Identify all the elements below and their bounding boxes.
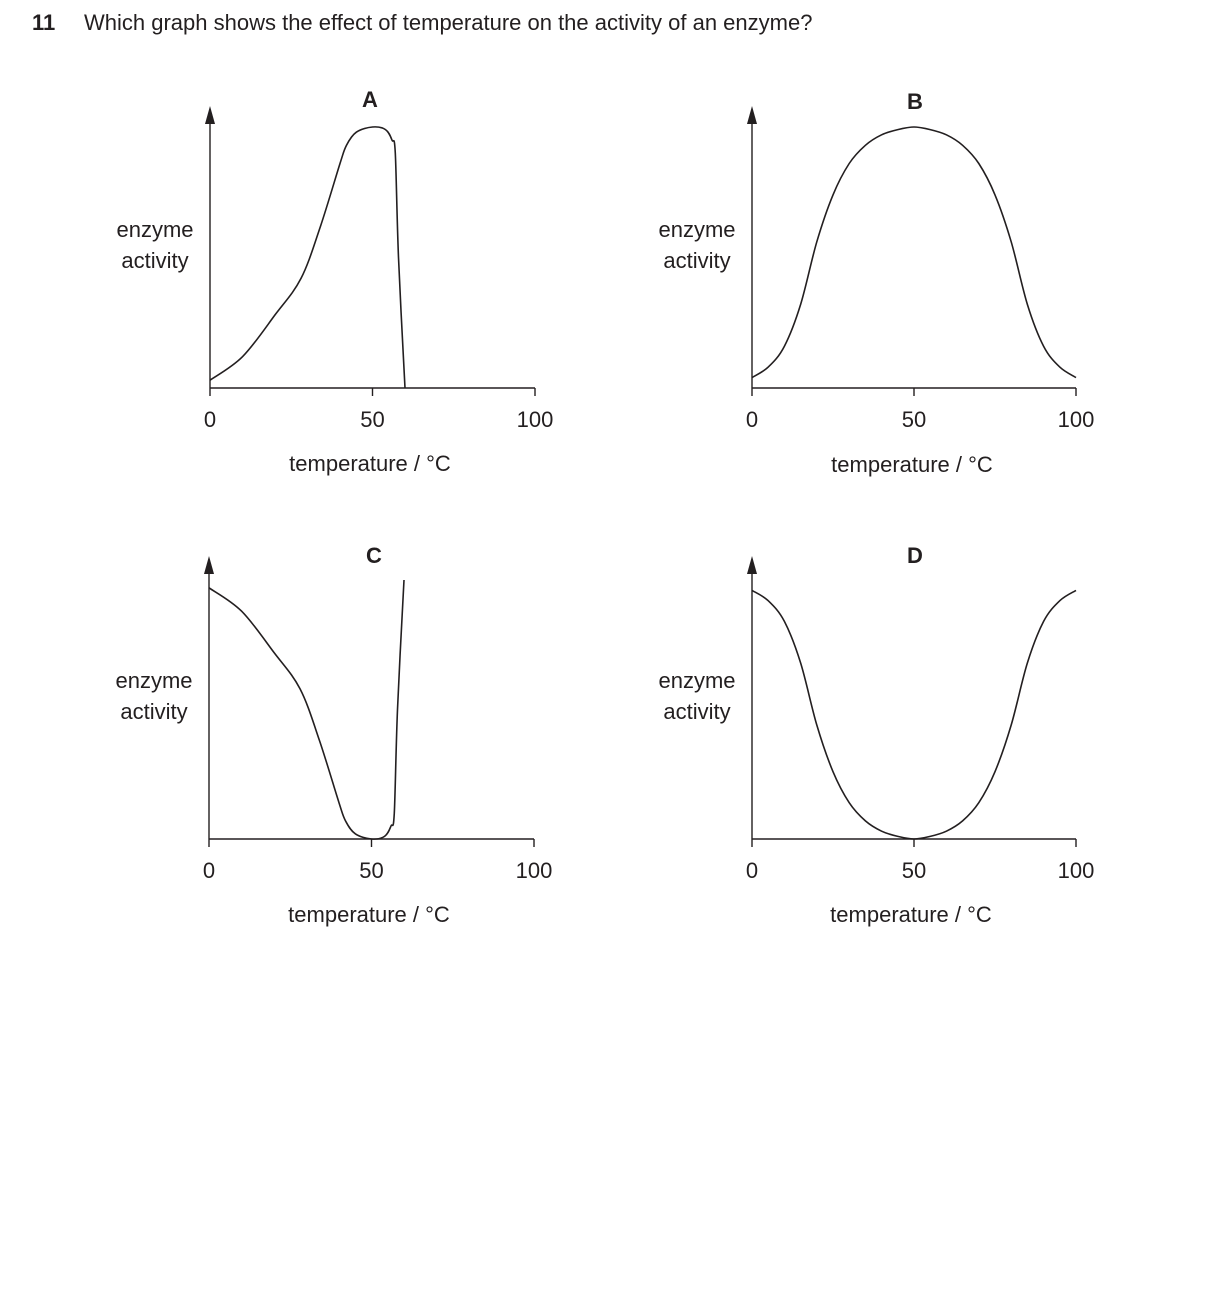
x-axis-label: temperature / °C: [288, 902, 450, 927]
x-tick-label-100: 100: [1058, 858, 1095, 883]
y-axis-arrow-icon: [205, 106, 215, 124]
graph-a-curve: [209, 126, 406, 389]
x-tick-label-100: 100: [1058, 407, 1095, 432]
x-tick-label-0: 0: [203, 858, 215, 883]
x-tick-label-0: 0: [746, 407, 758, 432]
y-axis-label-line-1: enzyme: [116, 217, 193, 242]
y-axis-label: enzyme activity: [116, 217, 193, 273]
y-axis-label-line-1: enzyme: [658, 217, 735, 242]
graph-a-title: A: [362, 87, 378, 112]
y-axis-label: enzyme activity: [658, 217, 735, 273]
y-axis-arrow-icon: [747, 106, 757, 124]
question-text: Which graph shows the effect of temperat…: [84, 10, 813, 35]
graph-c-title: C: [366, 543, 382, 568]
x-tick-label-100: 100: [517, 407, 554, 432]
graph-c-curve: [208, 579, 405, 840]
y-axis-label-line-2: activity: [120, 699, 187, 724]
x-tick-label-50: 50: [902, 858, 926, 883]
x-tick-label-50: 50: [902, 407, 926, 432]
graph-b-title: B: [907, 89, 923, 114]
y-axis-label: enzyme activity: [658, 668, 735, 724]
graph-a: A 0 50 100 temperature / °C enzyme activity: [116, 87, 553, 476]
y-axis-label-line-1: enzyme: [658, 668, 735, 693]
x-axis-label: temperature / °C: [289, 451, 451, 476]
y-axis-arrow-icon: [747, 556, 757, 574]
y-axis-label: enzyme activity: [115, 668, 192, 724]
graph-d-title: D: [907, 543, 923, 568]
x-axis-label: temperature / °C: [830, 902, 992, 927]
graph-b-curve: [751, 126, 1077, 379]
graph-d-curve: [751, 589, 1077, 840]
x-tick-label-0: 0: [204, 407, 216, 432]
x-tick-label-50: 50: [360, 407, 384, 432]
x-tick-label-50: 50: [359, 858, 383, 883]
x-tick-label-100: 100: [516, 858, 553, 883]
y-axis-label-line-2: activity: [663, 248, 730, 273]
x-axis-label: temperature / °C: [831, 452, 993, 477]
y-axis-label-line-1: enzyme: [115, 668, 192, 693]
question-number: 11: [32, 10, 56, 35]
graph-b: B 0 50 100 temperature / °C enzyme activity: [658, 89, 1094, 477]
y-axis-label-line-2: activity: [663, 699, 730, 724]
x-tick-label-0: 0: [746, 858, 758, 883]
y-axis-label-line-2: activity: [121, 248, 188, 273]
graph-c: C 0 50 100 temperature / °C enzyme activity: [115, 543, 552, 927]
graph-d: D 0 50 100 temperature / °C enzyme activity: [658, 543, 1094, 927]
y-axis-arrow-icon: [204, 556, 214, 574]
